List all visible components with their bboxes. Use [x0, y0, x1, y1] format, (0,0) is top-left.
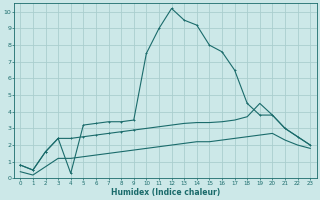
- X-axis label: Humidex (Indice chaleur): Humidex (Indice chaleur): [111, 188, 220, 197]
